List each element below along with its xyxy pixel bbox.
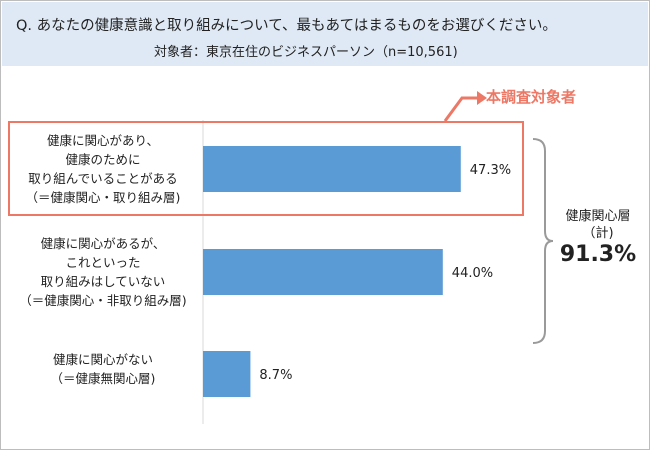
- group-label-line-2: （計): [582, 226, 614, 241]
- group-total-value: 91.3%: [559, 242, 637, 267]
- category-label-3-line-2: （＝健康無関心層): [50, 371, 156, 386]
- category-label-3-line-1: 健康に関心がない: [52, 352, 153, 367]
- group-bracket: [532, 138, 554, 344]
- bar-2: [203, 249, 443, 295]
- category-label-1-line-4: （＝健康関心・取り組み層): [25, 190, 181, 205]
- bar-1: [203, 146, 461, 192]
- category-label-1: 健康に関心があり、 健康のために取り組んでいることがある （＝健康関心・取り組み層): [3, 131, 203, 207]
- category-label-2: 健康に関心があるが、 これといった取り組みはしていない （＝健康関心・非取り組み層): [3, 234, 203, 310]
- category-label-2-line-4: （＝健康関心・非取り組み層): [19, 293, 187, 308]
- survey-target-callout-label: 本調査対象者: [486, 88, 577, 106]
- group-label: 健康関心層 （計): [548, 208, 648, 242]
- bar-3: [203, 351, 251, 397]
- category-label-3: 健康に関心がない （＝健康無関心層): [3, 350, 203, 388]
- category-label-2-line-3: 取り組みはしていない: [40, 274, 166, 289]
- category-label-2-line-2: これといった: [65, 255, 141, 270]
- question-header: Q. あなたの健康意識と取り組みについて、最もあてはまるものをお選びください。 …: [2, 2, 648, 66]
- callout-connector: [443, 96, 478, 122]
- category-label-2-line-1: 健康に関心があるが、: [40, 236, 166, 251]
- data-label-3: 8.7%: [259, 368, 292, 383]
- category-label-1-line-2: 健康のために: [65, 152, 141, 167]
- question-title: Q. あなたの健康意識と取り組みについて、最もあてはまるものをお選びください。: [16, 18, 557, 34]
- respondent-subtitle: 対象者：東京在住のビジネスパーソン（n=10,561): [154, 45, 458, 60]
- group-label-line-1: 健康関心層: [565, 209, 631, 224]
- data-label-1: 47.3%: [470, 163, 511, 178]
- survey-target-highlight-box: [8, 121, 524, 216]
- category-label-1-line-3: 取り組んでいることがある: [28, 171, 178, 186]
- callout-arrowhead: [477, 91, 487, 105]
- category-label-1-line-1: 健康に関心があり、: [46, 133, 159, 148]
- data-label-2: 44.0%: [452, 266, 493, 281]
